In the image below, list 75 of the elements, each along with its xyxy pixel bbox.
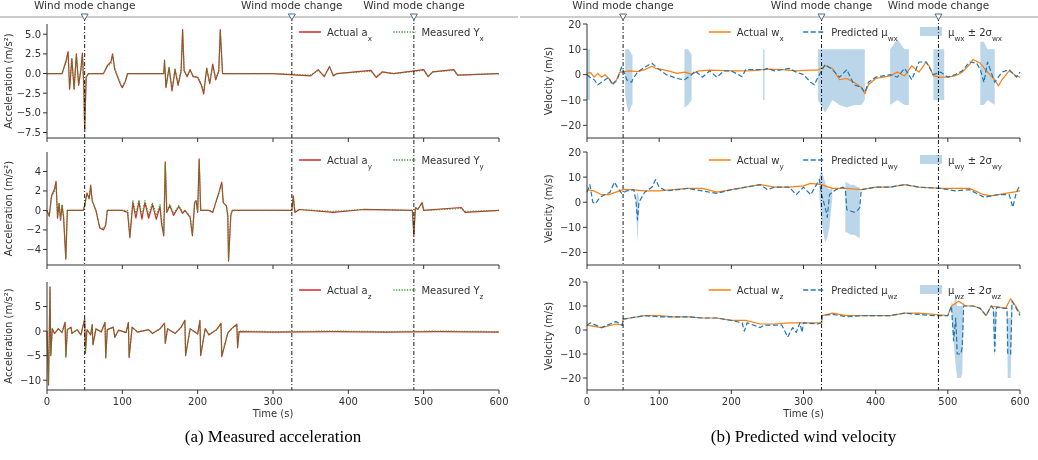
annotation: μ$_{wy}$ ± 2σ$_{wy}$ xyxy=(948,154,1003,170)
y-tick-label: 5.0 xyxy=(25,28,41,40)
x-axis-title: Time (s) xyxy=(782,408,824,419)
y-axis-title: Velocity (m/s) xyxy=(543,174,554,243)
x-tick-label: 500 xyxy=(938,396,958,407)
ref-line-label: Wind mode change xyxy=(241,0,343,11)
x-tick-label: 600 xyxy=(489,396,509,407)
y-tick-label: 2 xyxy=(34,185,41,197)
x-tick-label: 600 xyxy=(1010,396,1030,407)
y-tick-label: −10 xyxy=(559,348,581,360)
ref-line-label: Wind mode change xyxy=(33,0,136,11)
ref-line-label: Wind mode change xyxy=(572,0,674,11)
y-tick-label: −5 xyxy=(26,350,41,362)
y-tick-label: −10 xyxy=(559,221,581,233)
y-tick-label: −20 xyxy=(559,372,581,384)
legend-label: Actual a$_{z}$ xyxy=(327,284,372,300)
y-axis-title: Acceleration (m/s²) xyxy=(3,160,14,257)
x-tick-label: 400 xyxy=(866,396,886,407)
y-tick-label: −10 xyxy=(19,374,41,386)
legend-label: Actual w$_{y}$ xyxy=(736,154,785,170)
legend-label: Actual a$_{x}$ xyxy=(327,26,373,42)
y-tick-label: −2.5 xyxy=(16,87,41,99)
y-tick-label: 0 xyxy=(574,196,581,208)
ref-line-label: Wind mode change xyxy=(363,0,465,11)
y-tick-label: −2 xyxy=(26,224,41,236)
legend-label: Actual a$_{y}$ xyxy=(327,154,373,170)
y-tick-label: 0 xyxy=(574,69,581,81)
legend-label: Measured Y$_{z}$ xyxy=(421,284,484,300)
x-tick-label: 400 xyxy=(338,396,358,407)
annotation: μ$_{wx}$ ± 2σ$_{wx}$ xyxy=(948,26,1003,42)
y-tick-label: −10 xyxy=(559,94,581,106)
legend-label: Predicted μ$_{wz}$ xyxy=(831,284,898,300)
legend-label: Predicted μ$_{wx}$ xyxy=(831,26,899,42)
y-tick-label: 5 xyxy=(34,301,41,313)
y-tick-label: −4 xyxy=(26,243,41,255)
y-tick-label: 10 xyxy=(568,43,581,55)
y-tick-label: −5.0 xyxy=(16,107,41,119)
x-tick-label: 300 xyxy=(793,396,814,407)
ref-line-label: Wind mode change xyxy=(770,0,873,11)
y-tick-label: −7.5 xyxy=(16,127,41,138)
annotation: μ$_{wz}$ ± 2σ$_{wz}$ xyxy=(948,284,1002,300)
y-axis-title: Acceleration (m/s²) xyxy=(3,288,14,384)
y-tick-label: 0 xyxy=(574,324,581,336)
text: (b) Predicted wind velocity xyxy=(710,427,897,446)
y-tick-label: 4 xyxy=(34,165,41,177)
y-tick-label: 0 xyxy=(34,325,41,337)
y-axis-title: Velocity (m/s) xyxy=(543,46,554,116)
x-tick-label: 200 xyxy=(188,396,208,407)
y-tick-label: 10 xyxy=(568,300,581,312)
x-tick-label: 0 xyxy=(583,396,591,407)
y-tick-label: 20 xyxy=(568,18,581,30)
y-axis-title: Acceleration (m/s²) xyxy=(3,33,14,129)
ref-line-label: Wind mode change xyxy=(887,0,990,11)
x-tick-label: 200 xyxy=(721,396,741,407)
legend-label: Actual w$_{x}$ xyxy=(736,26,785,42)
y-tick-label: 20 xyxy=(568,276,581,288)
x-tick-label: 0 xyxy=(43,396,51,407)
x-tick-label: 500 xyxy=(414,396,434,407)
legend-label: Measured Y$_{x}$ xyxy=(421,26,485,42)
legend-label: Predicted μ$_{wy}$ xyxy=(831,154,899,170)
y-tick-label: 0 xyxy=(34,204,41,216)
text: (a) Measured acceleration xyxy=(184,427,362,446)
y-tick-label: −20 xyxy=(559,119,581,131)
y-tick-label: 10 xyxy=(568,171,581,183)
legend-label: Measured Y$_{y}$ xyxy=(421,154,485,170)
y-axis-title: Velocity (m/s) xyxy=(543,301,554,371)
x-tick-label: 100 xyxy=(649,396,669,407)
y-tick-label: 20 xyxy=(568,146,581,158)
y-tick-label: −20 xyxy=(559,246,581,258)
x-axis-title: Time (s) xyxy=(251,408,294,419)
x-tick-label: 300 xyxy=(263,396,283,407)
x-tick-label: 100 xyxy=(112,396,132,407)
y-tick-label: 2.5 xyxy=(25,48,41,60)
legend-label: Actual w$_{z}$ xyxy=(736,284,784,300)
y-tick-label: 0.0 xyxy=(25,68,41,80)
